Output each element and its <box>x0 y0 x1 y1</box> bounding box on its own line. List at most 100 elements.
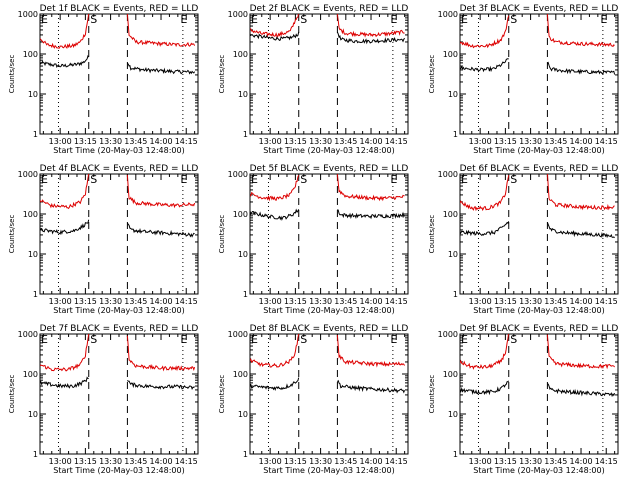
y-tick-label: 1000 <box>228 10 248 19</box>
plot-frame <box>39 13 199 135</box>
x-tick-label: 13:45 <box>544 457 567 466</box>
x-tick-label: 13:00 <box>259 137 282 146</box>
events-series-line <box>250 377 300 391</box>
lld-series-line <box>336 334 406 368</box>
y-tick-label: 10 <box>448 250 458 259</box>
y-tick-label: 1000 <box>438 330 458 339</box>
y-axis-label: Counts/sec <box>8 55 16 94</box>
x-tick-label: 13:45 <box>124 297 147 306</box>
x-tick-label: 14:00 <box>359 297 382 306</box>
y-tick-label: 10 <box>448 90 458 99</box>
x-tick-label: 13:30 <box>309 457 332 466</box>
events-series-line <box>127 62 196 75</box>
marker-e-right: E <box>600 333 607 346</box>
x-axis-label: Start Time (20-May-03 12:48:00) <box>263 306 394 315</box>
lld-series-line <box>546 14 615 48</box>
y-axis-label: Counts/sec <box>218 375 226 414</box>
y-tick-label: 10 <box>238 90 248 99</box>
y-tick-label: 1000 <box>18 10 38 19</box>
y-tick-label: 100 <box>23 210 38 219</box>
y-tick-label: 10 <box>28 90 38 99</box>
x-tick-label: 13:45 <box>334 137 357 146</box>
panel-title: Det 6f BLACK = Events, RED = LLD <box>460 164 619 174</box>
events-series-line <box>337 209 406 220</box>
marker-e-left: E <box>461 333 468 346</box>
marker-s: S <box>510 13 517 26</box>
y-tick-label: 1 <box>33 130 38 139</box>
x-axis-label: Start Time (20-May-03 12:48:00) <box>53 146 184 155</box>
x-tick-label: 13:45 <box>544 297 567 306</box>
x-tick-label: 14:15 <box>385 457 408 466</box>
plot-frame <box>39 333 199 455</box>
marker-e-right: E <box>600 13 607 26</box>
marker-s: S <box>90 13 97 26</box>
panel-title: Det 1f BLACK = Events, RED = LLD <box>40 4 199 14</box>
x-tick-label: 13:30 <box>99 297 122 306</box>
y-axis-label: Counts/sec <box>428 215 436 254</box>
events-series-line <box>460 58 509 73</box>
marker-s: S <box>300 173 307 186</box>
y-tick-label: 1000 <box>18 330 38 339</box>
y-tick-label: 1000 <box>438 10 458 19</box>
events-series-line <box>250 31 300 42</box>
events-series-line <box>460 380 510 396</box>
y-tick-label: 1000 <box>228 170 248 179</box>
y-axis-label: Counts/sec <box>8 215 16 254</box>
x-tick-label: 14:15 <box>175 137 198 146</box>
events-series-line <box>40 55 90 69</box>
y-tick-label: 10 <box>448 410 458 419</box>
data-area <box>40 174 196 238</box>
panel-title: Det 7f BLACK = Events, RED = LLD <box>40 324 199 334</box>
y-tick-label: 100 <box>443 210 458 219</box>
y-tick-label: 1 <box>243 290 248 299</box>
x-axis-label: Start Time (20-May-03 12:48:00) <box>263 146 394 155</box>
marker-e-left: E <box>41 13 48 26</box>
y-tick-label: 1 <box>453 290 458 299</box>
x-tick-label: 13:15 <box>494 457 517 466</box>
lld-series-line <box>460 334 509 370</box>
x-tick-label: 14:15 <box>595 457 618 466</box>
y-axis-label: Counts/sec <box>428 375 436 414</box>
y-tick-label: 10 <box>28 250 38 259</box>
data-area <box>460 14 616 75</box>
x-tick-label: 13:00 <box>49 137 72 146</box>
lld-series-line <box>250 334 300 368</box>
x-tick-label: 13:00 <box>259 457 282 466</box>
x-tick-label: 14:00 <box>569 137 592 146</box>
marker-e-left: E <box>251 333 258 346</box>
x-tick-label: 13:00 <box>469 137 492 146</box>
x-tick-label: 14:15 <box>175 297 198 306</box>
y-tick-label: 100 <box>233 50 248 59</box>
events-series-line <box>546 61 616 75</box>
y-tick-label: 1000 <box>18 170 38 179</box>
x-tick-label: 14:00 <box>569 457 592 466</box>
x-tick-label: 13:45 <box>334 457 357 466</box>
x-axis-label: Start Time (20-May-03 12:48:00) <box>53 466 184 475</box>
y-axis-label: Counts/sec <box>8 375 16 414</box>
x-tick-label: 14:15 <box>595 137 618 146</box>
y-axis-label: Counts/sec <box>218 215 226 254</box>
marker-e-right: E <box>600 173 607 186</box>
events-series-line <box>127 380 195 391</box>
x-tick-label: 14:15 <box>385 297 408 306</box>
x-tick-label: 14:00 <box>569 297 592 306</box>
x-tick-label: 14:15 <box>385 137 408 146</box>
x-tick-label: 13:15 <box>494 137 517 146</box>
marker-e-right: E <box>390 173 397 186</box>
lld-series-line <box>336 14 405 38</box>
marker-s: S <box>510 333 517 346</box>
x-tick-label: 13:15 <box>74 297 97 306</box>
y-tick-label: 1 <box>453 130 458 139</box>
data-area <box>460 334 616 398</box>
x-tick-label: 13:30 <box>309 297 332 306</box>
marker-s: S <box>90 173 97 186</box>
panel-title: Det 4f BLACK = Events, RED = LLD <box>40 164 199 174</box>
lld-series-line <box>546 334 615 370</box>
lld-series-line <box>40 334 90 372</box>
data-area <box>40 14 196 75</box>
y-axis-label: Counts/sec <box>218 55 226 94</box>
